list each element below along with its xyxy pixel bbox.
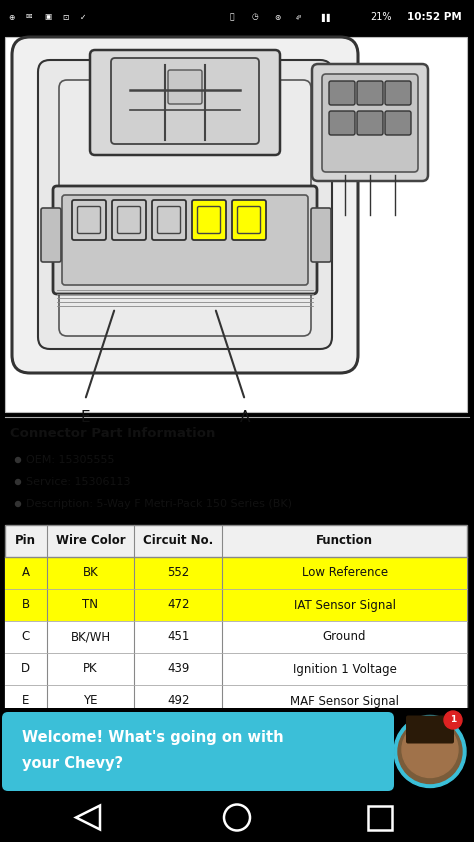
Text: 492: 492 — [167, 695, 190, 707]
Text: Circuit No.: Circuit No. — [143, 535, 213, 547]
Text: BK/WH: BK/WH — [71, 631, 110, 643]
FancyBboxPatch shape — [53, 186, 317, 294]
FancyBboxPatch shape — [157, 206, 181, 233]
Text: Function: Function — [316, 535, 373, 547]
Text: Welcome! What's going on with: Welcome! What's going on with — [22, 730, 283, 745]
Bar — [5, 557, 467, 589]
FancyBboxPatch shape — [111, 58, 259, 144]
Text: Ⓝ: Ⓝ — [230, 13, 235, 22]
Bar — [5, 525, 467, 557]
Text: ▣: ▣ — [44, 13, 51, 22]
FancyBboxPatch shape — [406, 716, 454, 743]
FancyBboxPatch shape — [237, 206, 261, 233]
Text: C: C — [22, 631, 30, 643]
Text: 439: 439 — [167, 663, 190, 675]
FancyBboxPatch shape — [357, 81, 383, 105]
FancyBboxPatch shape — [192, 200, 226, 240]
Bar — [5, 621, 467, 653]
FancyBboxPatch shape — [329, 111, 355, 135]
FancyBboxPatch shape — [62, 195, 308, 285]
Text: your Chevy?: your Chevy? — [22, 756, 123, 771]
FancyBboxPatch shape — [357, 111, 383, 135]
Text: 472: 472 — [167, 599, 190, 611]
FancyBboxPatch shape — [12, 37, 358, 373]
Text: OEM: 15305555: OEM: 15305555 — [26, 455, 115, 465]
Circle shape — [16, 502, 20, 507]
Text: E: E — [22, 695, 29, 707]
Text: MAF Sensor Signal: MAF Sensor Signal — [290, 695, 399, 707]
Circle shape — [16, 479, 20, 484]
FancyBboxPatch shape — [41, 208, 61, 262]
Text: Wire Color: Wire Color — [55, 535, 125, 547]
Text: ⊕: ⊕ — [8, 13, 14, 22]
FancyBboxPatch shape — [72, 200, 106, 240]
Text: 552: 552 — [167, 567, 190, 579]
Text: Ignition 1 Voltage: Ignition 1 Voltage — [292, 663, 397, 675]
Text: D: D — [21, 663, 30, 675]
Text: 10:52 PM: 10:52 PM — [407, 12, 462, 22]
Text: 21%: 21% — [371, 12, 392, 22]
Bar — [5, 685, 467, 717]
Text: Connector Part Information: Connector Part Information — [10, 427, 215, 440]
FancyBboxPatch shape — [90, 50, 280, 155]
Text: ₄ᵍ: ₄ᵍ — [296, 13, 302, 22]
Bar — [5, 653, 467, 685]
Text: E: E — [80, 410, 90, 425]
Circle shape — [398, 720, 462, 784]
Text: Service: 15306113: Service: 15306113 — [26, 477, 130, 487]
Bar — [5, 589, 467, 621]
FancyBboxPatch shape — [232, 200, 266, 240]
Circle shape — [394, 716, 466, 787]
FancyBboxPatch shape — [59, 80, 311, 336]
Circle shape — [444, 711, 462, 729]
Text: ▐▐: ▐▐ — [318, 13, 330, 22]
FancyBboxPatch shape — [312, 64, 428, 181]
Text: ⊛: ⊛ — [274, 13, 281, 22]
Circle shape — [402, 722, 458, 777]
FancyBboxPatch shape — [329, 81, 355, 105]
Bar — [5, 37, 467, 412]
Text: ⊡: ⊡ — [62, 13, 68, 22]
Text: Pin: Pin — [15, 535, 36, 547]
FancyBboxPatch shape — [322, 74, 418, 172]
Text: B: B — [22, 599, 30, 611]
FancyBboxPatch shape — [38, 60, 332, 349]
Text: Description: 5-Way F Metri-Pack 150 Series (BK): Description: 5-Way F Metri-Pack 150 Seri… — [26, 499, 292, 509]
Bar — [5, 525, 467, 717]
Bar — [368, 806, 392, 829]
FancyBboxPatch shape — [311, 208, 331, 262]
Text: ◷: ◷ — [252, 13, 259, 22]
FancyBboxPatch shape — [385, 111, 411, 135]
Text: Ground: Ground — [323, 631, 366, 643]
FancyBboxPatch shape — [112, 200, 146, 240]
Text: 1: 1 — [450, 716, 456, 724]
FancyBboxPatch shape — [385, 81, 411, 105]
Text: IAT Sensor Signal: IAT Sensor Signal — [293, 599, 396, 611]
Text: YE: YE — [83, 695, 98, 707]
Circle shape — [16, 457, 20, 462]
FancyBboxPatch shape — [198, 206, 220, 233]
Text: 451: 451 — [167, 631, 190, 643]
Text: A: A — [240, 410, 250, 425]
Text: TN: TN — [82, 599, 99, 611]
FancyBboxPatch shape — [2, 712, 394, 791]
Text: BK: BK — [82, 567, 98, 579]
FancyBboxPatch shape — [118, 206, 140, 233]
Text: PK: PK — [83, 663, 98, 675]
Text: ✓: ✓ — [80, 13, 86, 22]
FancyBboxPatch shape — [78, 206, 100, 233]
Text: ✉: ✉ — [26, 13, 32, 22]
Text: A: A — [22, 567, 30, 579]
FancyBboxPatch shape — [152, 200, 186, 240]
Text: Low Reference: Low Reference — [301, 567, 388, 579]
FancyBboxPatch shape — [168, 70, 202, 104]
